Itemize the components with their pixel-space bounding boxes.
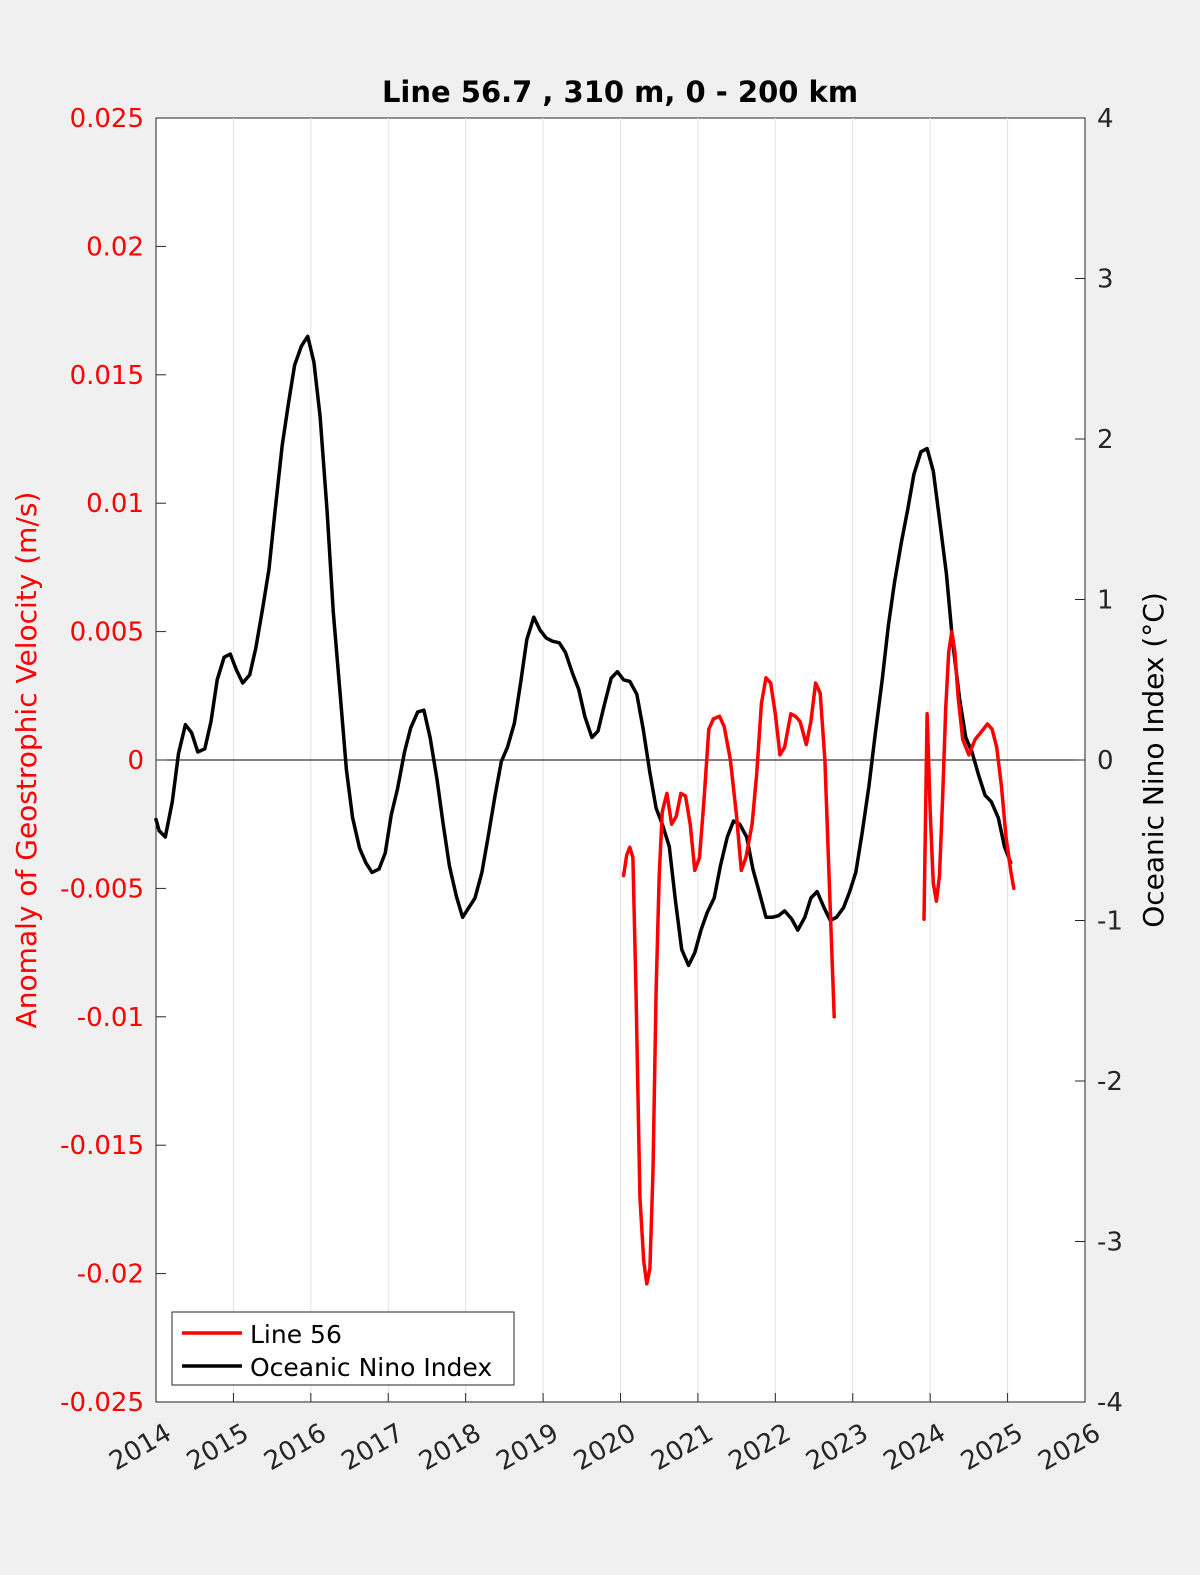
series-line-line-56 [621, 676, 836, 1286]
left-tick-label: 0.005 [70, 618, 144, 648]
x-tick-label: 2019 [491, 1418, 563, 1477]
legend-label-oni: Oceanic Nino Index [250, 1353, 492, 1382]
x-tick-label: 2026 [1033, 1418, 1105, 1477]
x-tick-label: 2023 [801, 1418, 873, 1477]
chart-title: Line 56.7 , 310 m, 0 - 200 km [382, 75, 858, 109]
left-tick-label: 0.02 [86, 232, 144, 262]
x-tick-label: 2017 [337, 1418, 409, 1477]
left-tick-label: -0.005 [60, 874, 144, 904]
x-tick-label: 2016 [259, 1418, 331, 1477]
right-tick-label: 1 [1097, 586, 1114, 616]
x-tick-label: 2015 [182, 1418, 254, 1477]
left-tick-label: -0.015 [60, 1131, 144, 1161]
x-tick-label: 2014 [104, 1418, 176, 1477]
legend-label-line-56: Line 56 [250, 1320, 342, 1349]
axes-layer: 2014 2015 2016 2017 2018 2019 2020 2021 2022 2023… [60, 104, 1123, 1477]
x-tick-label: 2025 [956, 1418, 1028, 1477]
series-layer [154, 334, 1016, 1286]
left-tick-label: -0.025 [60, 1388, 144, 1418]
left-tick-label: 0.025 [70, 104, 144, 134]
right-tick-label: -3 [1097, 1228, 1123, 1258]
x-tick-label: 2024 [879, 1418, 951, 1477]
x-tick-label: 2021 [646, 1418, 718, 1477]
x-tick-label: 2020 [569, 1418, 641, 1477]
right-tick-label: -1 [1097, 907, 1123, 937]
right-tick-label: 4 [1097, 104, 1114, 134]
right-tick-label: -2 [1097, 1067, 1123, 1097]
right-tick-label: 0 [1097, 746, 1114, 776]
right-tick-label: -4 [1097, 1388, 1123, 1418]
right-tick-label: 3 [1097, 265, 1114, 295]
x-tick-label: 2022 [724, 1418, 796, 1477]
left-tick-label: -0.02 [77, 1260, 144, 1290]
right-axis-label: Oceanic Nino Index (°C) [1137, 592, 1170, 928]
left-axis-label: Anomaly of Geostrophic Velocity (m/s) [10, 492, 43, 1029]
left-tick-label: 0.015 [70, 361, 144, 391]
left-tick-label: 0.01 [86, 489, 144, 519]
x-tick-label: 2018 [414, 1418, 486, 1477]
legend: Line 56 Oceanic Nino Index [171, 1311, 515, 1386]
left-tick-label: 0 [127, 746, 144, 776]
right-tick-label: 2 [1097, 425, 1114, 455]
left-tick-label: -0.01 [77, 1003, 144, 1033]
series-line-line-56 [922, 629, 1016, 921]
legend-box [171, 1311, 515, 1386]
series-line-oceanic-nino-index [154, 334, 1013, 968]
